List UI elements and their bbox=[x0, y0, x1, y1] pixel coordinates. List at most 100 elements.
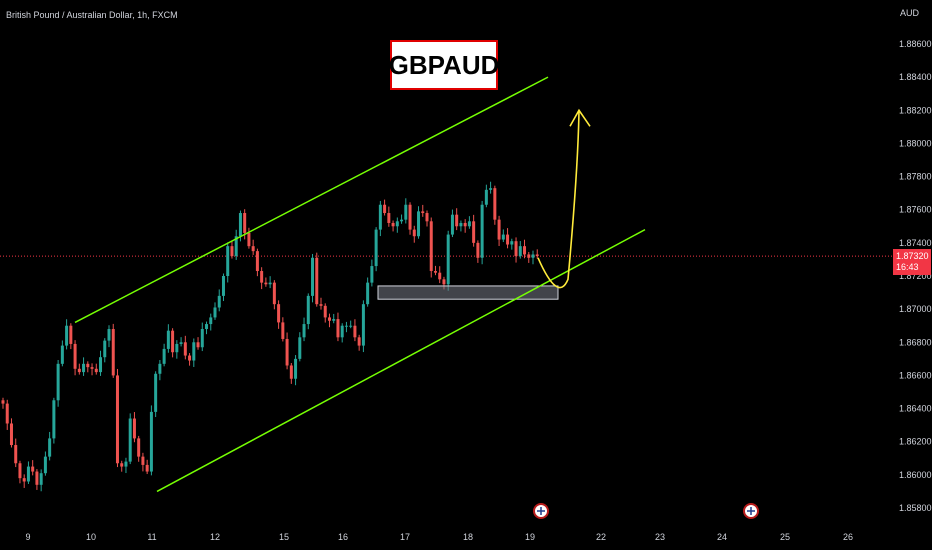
candle-body bbox=[387, 213, 391, 223]
y-tick-label: 1.87200 bbox=[899, 271, 932, 281]
candle-body bbox=[514, 241, 518, 257]
candle-body bbox=[417, 211, 421, 237]
candle-body bbox=[506, 234, 510, 245]
candle-body bbox=[9, 423, 13, 446]
currency-label: AUD bbox=[900, 8, 920, 18]
x-tick-label: 11 bbox=[147, 532, 156, 542]
candle-body bbox=[39, 473, 43, 485]
candle-body bbox=[255, 251, 259, 272]
candle-body bbox=[361, 304, 365, 346]
candle-body bbox=[408, 204, 412, 230]
y-tick-label: 1.88600 bbox=[899, 39, 932, 49]
y-tick-label: 1.87800 bbox=[899, 172, 932, 182]
candle-body bbox=[149, 411, 153, 472]
candle-body bbox=[217, 295, 221, 308]
x-tick-label: 10 bbox=[86, 532, 96, 542]
candle-body bbox=[14, 445, 18, 464]
candle-body bbox=[374, 229, 378, 267]
support-zone bbox=[377, 285, 559, 300]
candle-body bbox=[43, 456, 47, 474]
candle-body bbox=[18, 463, 22, 479]
candle-body bbox=[200, 329, 204, 348]
candle-body bbox=[459, 222, 463, 227]
title-box: GBPAUD bbox=[389, 40, 499, 90]
candle-body bbox=[315, 257, 319, 305]
y-tick-label: 1.86600 bbox=[899, 370, 932, 380]
candle-body bbox=[154, 373, 158, 412]
candle-body bbox=[484, 189, 488, 205]
channel-upper-line bbox=[74, 76, 549, 324]
candle-body bbox=[243, 213, 247, 233]
candle-body bbox=[31, 466, 35, 472]
candle-body bbox=[77, 368, 81, 373]
candle-body bbox=[171, 330, 175, 353]
x-tick-label: 12 bbox=[210, 532, 220, 542]
x-tick-label: 15 bbox=[279, 532, 289, 542]
candle-body bbox=[433, 271, 437, 273]
candle-body bbox=[366, 282, 370, 305]
candle-body bbox=[527, 254, 531, 258]
candle-body bbox=[446, 234, 450, 285]
candle-body bbox=[251, 246, 255, 252]
candle-body bbox=[400, 219, 404, 222]
y-tick-label: 1.86400 bbox=[899, 404, 932, 414]
candle-body bbox=[188, 355, 192, 361]
y-tick-label: 1.87000 bbox=[899, 304, 932, 314]
x-tick-label: 23 bbox=[655, 532, 665, 542]
candle-body bbox=[175, 343, 179, 353]
candle-body bbox=[230, 246, 234, 257]
candle-body bbox=[183, 342, 187, 356]
candle-body bbox=[306, 295, 310, 325]
candle-body bbox=[294, 358, 298, 379]
candle-body bbox=[52, 400, 56, 439]
candle-body bbox=[213, 307, 217, 318]
y-tick-label: 1.88200 bbox=[899, 105, 932, 115]
candle-body bbox=[124, 461, 128, 467]
candle-body bbox=[221, 276, 225, 296]
candle-body bbox=[94, 368, 98, 373]
candle-body bbox=[497, 219, 501, 240]
candle-body bbox=[357, 337, 361, 346]
candle-body bbox=[179, 342, 183, 344]
candle-body bbox=[412, 229, 416, 237]
y-tick-label: 1.86200 bbox=[899, 437, 932, 447]
candle-body bbox=[311, 257, 315, 296]
candle-body bbox=[192, 342, 196, 361]
candle-body bbox=[132, 418, 136, 439]
candle-body bbox=[391, 222, 395, 227]
candle-body bbox=[26, 466, 30, 482]
candle-body bbox=[370, 266, 374, 283]
x-tick-label: 22 bbox=[596, 532, 606, 542]
candle-body bbox=[442, 279, 446, 285]
candle-body bbox=[162, 348, 166, 364]
candle-body bbox=[463, 222, 467, 227]
y-tick-label: 1.87600 bbox=[899, 205, 932, 215]
candle-body bbox=[476, 242, 480, 258]
candle-body bbox=[209, 317, 213, 325]
candle-body bbox=[1, 400, 5, 404]
candle-body bbox=[158, 363, 162, 374]
candle-body bbox=[327, 317, 331, 321]
candle-body bbox=[298, 337, 302, 359]
y-tick-label: 1.86000 bbox=[899, 470, 932, 480]
candle-body bbox=[332, 319, 336, 321]
candle-body bbox=[467, 221, 471, 227]
candle-body bbox=[205, 324, 209, 330]
candle-body bbox=[103, 340, 107, 358]
candle-body bbox=[518, 246, 522, 257]
candle-body bbox=[145, 464, 149, 472]
candle-body bbox=[60, 345, 64, 364]
x-tick-label: 9 bbox=[25, 532, 30, 542]
candle-body bbox=[73, 343, 77, 369]
candle-body bbox=[22, 478, 26, 482]
x-tick-label: 25 bbox=[780, 532, 790, 542]
x-tick-label: 18 bbox=[463, 532, 473, 542]
candle-body bbox=[234, 236, 238, 257]
candle-body bbox=[302, 324, 306, 338]
candle-body bbox=[395, 221, 399, 227]
candle-body bbox=[111, 329, 115, 376]
candle-body bbox=[226, 246, 230, 276]
candle-body bbox=[69, 325, 73, 344]
candle-body bbox=[523, 246, 527, 255]
